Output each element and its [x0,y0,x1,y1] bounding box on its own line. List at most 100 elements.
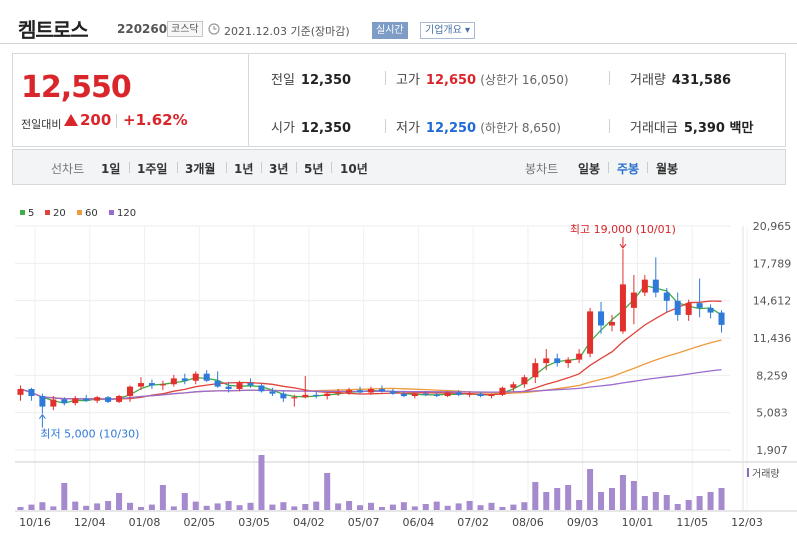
stock-name: 켐트로스 [18,18,89,42]
volume-bar [214,503,221,510]
line-chart-label: 선차트 [51,162,85,176]
divider [261,162,262,173]
x-tick-label: 08/06 [512,516,544,529]
volume-bar [324,473,331,510]
chevron-down-icon: ▾ [465,25,471,36]
chart-legend: 5 20 60 120 [20,208,136,219]
candle-body [367,388,375,393]
upper-limit: (상한가 16,050) [480,73,569,87]
trade-amount: 거래대금 5,390 백만 [630,117,753,136]
candle-body [608,321,615,326]
company-overview-dropdown[interactable]: 기업개요 ▾ [420,22,476,39]
volume-bar [598,492,605,510]
y-tick-label: 11,436 [753,332,792,345]
volume-bar [159,485,166,510]
divider [608,162,609,173]
volume-bar [170,506,177,510]
y-tick-label: 5,083 [756,407,788,420]
volume-bar [411,506,418,510]
candle-body [17,388,24,395]
amount-value: 5,390 백만 [683,121,754,136]
candle-body [543,358,550,364]
candle-body [39,396,46,407]
volume-bar [28,504,35,510]
company-overview-label: 기업개요 [425,25,462,36]
tab-1y[interactable]: 1년 [234,162,254,176]
candle-body [313,394,320,397]
low-label: 저가 [396,121,420,136]
open-value: 12,350 [300,121,352,136]
candle-body [72,398,79,404]
candle-body [181,378,188,381]
volume-bar [39,502,46,510]
volume-bar [181,493,188,510]
candle-body [28,388,35,397]
volume-bar [72,501,79,510]
volume-bar [247,502,254,510]
candle-body [137,383,144,387]
base-date: 2021.12.03 기준(장마감) [224,25,350,38]
volume-bar [455,503,462,510]
legend-swatch [20,210,25,215]
volume-bar [587,469,594,510]
x-tick-label: 03/05 [238,516,270,529]
volume-bar [576,500,583,510]
candle-body [346,390,353,393]
candle-body [466,393,473,395]
change-percent: +1.62% [123,111,188,129]
candle-body [521,377,528,385]
chart-period-tabs: 선차트 1일 1주일 3개월 1년 3년 5년 10년 봉차트 일봉 주봉 월봉 [12,149,786,185]
volume-bar [137,507,144,510]
candle-body [565,359,572,364]
volume-bar [707,492,714,510]
tab-1d[interactable]: 1일 [101,162,121,176]
volume-bar [433,501,440,510]
current-price: 12,550 [21,70,132,105]
candle-body [291,397,298,399]
candle-body [455,392,462,395]
x-tick-label: 10/16 [19,516,51,529]
volume-bar [652,492,659,510]
candle-body [225,386,232,389]
x-tick-label: 04/02 [293,516,325,529]
low-arrow-head [38,413,46,419]
tab-3y[interactable]: 3년 [269,162,289,176]
tab-weekly[interactable]: 주봉 [617,162,640,176]
divider [385,71,386,85]
price-chart[interactable]: 5 20 60 120 거래량 20,965 17,789 14,612 11,436 8,2… [0,200,797,541]
candle-body [50,399,57,407]
volume-bar [510,504,517,510]
candle-body [718,312,725,325]
tab-daily[interactable]: 일봉 [578,162,601,176]
volume-bar [532,482,539,510]
x-tick-label: 07/02 [457,516,489,529]
realtime-button[interactable]: 실시간 [372,22,408,39]
candle-body [170,378,177,385]
legend-swatch [77,210,82,215]
change-label: 전일대비 [21,118,62,131]
tab-10y[interactable]: 10년 [340,162,368,176]
candle-body [707,307,714,313]
x-tick-label: 10/01 [622,516,654,529]
volume-bar [236,505,243,510]
volume-bar [357,505,364,510]
chart-annotations: 최고 19,000 (10/01) 최저 5,000 (10/30) [38,223,676,441]
open-price: 시가 12,350 [271,117,351,136]
tab-5y[interactable]: 5년 [304,162,324,176]
tab-3m[interactable]: 3개월 [185,162,216,176]
candle-body [576,353,583,360]
divider [226,162,227,173]
x-tick-label: 05/07 [348,516,380,529]
volume-bar [663,495,670,510]
tab-monthly[interactable]: 월봉 [656,162,679,176]
volume-bar [499,507,506,510]
candle-body [652,279,659,293]
tab-1w[interactable]: 1주일 [137,162,168,176]
legend-label: 20 [53,208,66,219]
divider [296,162,297,173]
volume-bar [94,503,101,510]
legend-label: 60 [85,208,98,219]
candle-body [532,363,539,378]
volume-bar [554,488,561,510]
volume-bar [346,501,353,510]
